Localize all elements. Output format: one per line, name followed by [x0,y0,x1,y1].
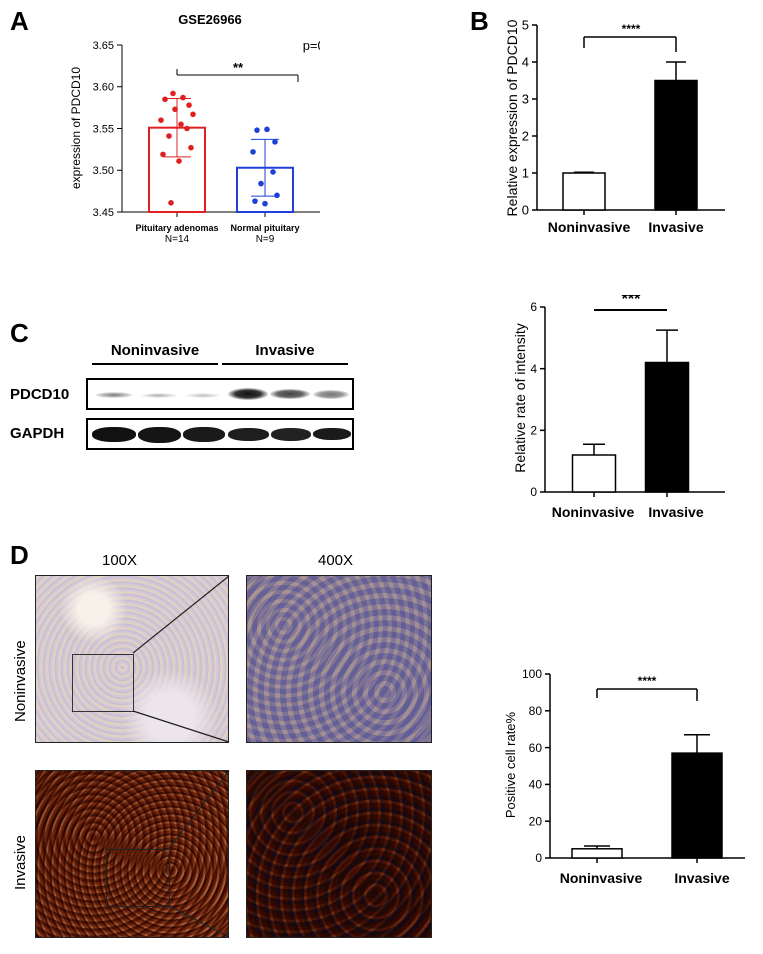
chart-a-points [158,90,280,207]
chart-a-point [184,125,190,132]
chart-c-ylabel: Relative rate of intensity [512,323,528,472]
chart-a-point [274,192,280,199]
chart-a-xlabel-2: Normal pituitary [230,223,299,233]
chart-a-point [254,127,260,133]
chart-c-ytick-label: 0 [530,485,537,499]
chart-a-pvalue: p=0.0042 [303,38,320,53]
blot-group-line-2 [222,363,348,365]
chart-a-point [258,180,264,187]
blot-gapdh [86,418,354,450]
chart-a-sublabel-2: N=9 [256,234,275,245]
chart-d-ylabel: Positive cell rate% [503,711,518,818]
chart-a-point [186,102,192,108]
chart-b-bar [654,79,698,211]
chart-d-bar [671,752,723,859]
blot-group-invasive: Invasive [255,342,315,359]
chart-c-bar [571,454,617,493]
chart-b: Relative expression of PDCD10 0 1 2 3 4 5 ***… [504,18,725,235]
chart-c: Relative rate of intensity 0 2 4 6 *** Noni… [512,295,725,520]
chart-a-ytick-label: 3.60 [93,82,114,94]
chart-b-ylabel: Relative expression of PDCD10 [504,19,520,216]
chart-b-ytick-label: 0 [522,203,529,218]
chart-a-point [180,94,186,101]
ihc-column-400x: 400X [318,552,354,569]
chart-a-point [162,96,168,103]
chart-a-ytick-label: 3.50 [93,165,114,177]
chart-c-bar [644,361,690,493]
chart-a-point [272,139,278,145]
ihc-noninvasive-400x [246,575,432,743]
chart-b-ytick-label: 2 [522,129,529,144]
chart-d-bar [571,848,623,859]
chart-a-ytick-label: 3.65 [93,40,114,52]
chart-c-ytick-label: 4 [530,362,537,376]
chart-a-point [168,200,174,206]
blot-label-gapdh: GAPDH [10,425,65,442]
chart-a-sublabel-1: N=14 [165,234,190,245]
chart-d-xlabel-2: Invasive [674,870,729,886]
chart-b-significance: **** [622,22,641,36]
chart-c-xlabel-1: Noninvasive [552,504,635,520]
chart-b-xlabel-2: Invasive [648,219,703,235]
ihc-noninvasive-100x [35,575,229,743]
chart-d-ytick-label: 80 [529,704,543,718]
chart-b-ytick-label: 3 [522,92,529,107]
chart-d-ytick-label: 100 [522,667,542,681]
chart-a-point [188,144,194,151]
chart-a-title: GSE26966 [178,12,242,27]
chart-c-ytick-label: 6 [530,300,537,314]
blot-pdcd10 [86,378,354,410]
chart-a-point [270,169,276,175]
chart-a-bars [148,97,294,213]
panel-letter-a: A [10,6,29,36]
chart-d-xlabel-1: Noninvasive [560,870,643,886]
chart-a-ylabel: expression of PDCD10 [69,67,83,189]
chart-b-ytick-label: 5 [522,18,529,33]
chart-d-significance: **** [638,674,657,688]
chart-d: Positive cell rate% 0 20 40 60 80 100 **** No… [503,667,745,886]
chart-b-ytick-label: 1 [522,166,529,181]
blot-group-line-1 [92,363,218,365]
chart-a-point [166,133,172,139]
chart-b-bar [562,172,606,211]
chart-d-ytick-label: 60 [529,741,543,755]
chart-a-xlabel-1: Pituitary adenomas [135,223,218,233]
chart-b-ytick-label: 4 [522,55,529,70]
chart-c-xlabel-2: Invasive [648,504,703,520]
chart-a-ytick-label: 3.45 [93,207,114,219]
ihc-row-invasive: Invasive [12,834,29,890]
blot-group-noninvasive: Noninvasive [110,342,200,359]
chart-a-bar [148,126,206,213]
ihc-invasive-100x [35,770,229,938]
chart-a-point [176,158,182,164]
blot-label-pdcd10: PDCD10 [10,386,70,403]
chart-a-point [178,121,184,128]
chart-b-xlabel-1: Noninvasive [548,219,631,235]
chart-a-point [262,200,268,207]
ihc-column-100x: 100X [102,552,138,569]
ihc-invasive-400x [246,770,432,938]
chart-a-point [190,111,196,118]
chart-a-point [172,106,178,113]
chart-a-point [160,151,166,158]
chart-a-point [250,149,256,155]
chart-a: GSE26966 expression of PDCD10 3.45 3.50 3.… [69,12,320,245]
chart-a-ytick-label: 3.55 [93,123,114,135]
chart-c-significance: *** [622,295,641,308]
chart-c-ytick-label: 2 [530,424,537,438]
panel-letter-c: C [10,318,29,348]
chart-d-ytick-label: 0 [535,851,542,865]
chart-d-ytick-label: 20 [529,814,543,828]
panel-letter-d: D [10,540,29,570]
chart-d-ytick-label: 40 [529,778,543,792]
chart-a-significance: ** [233,60,244,75]
panel-letter-b: B [470,6,489,36]
chart-a-point [170,90,176,97]
chart-a-point [264,126,270,133]
chart-a-point [252,198,258,204]
chart-a-point [158,117,164,123]
ihc-row-noninvasive: Noninvasive [12,640,29,722]
